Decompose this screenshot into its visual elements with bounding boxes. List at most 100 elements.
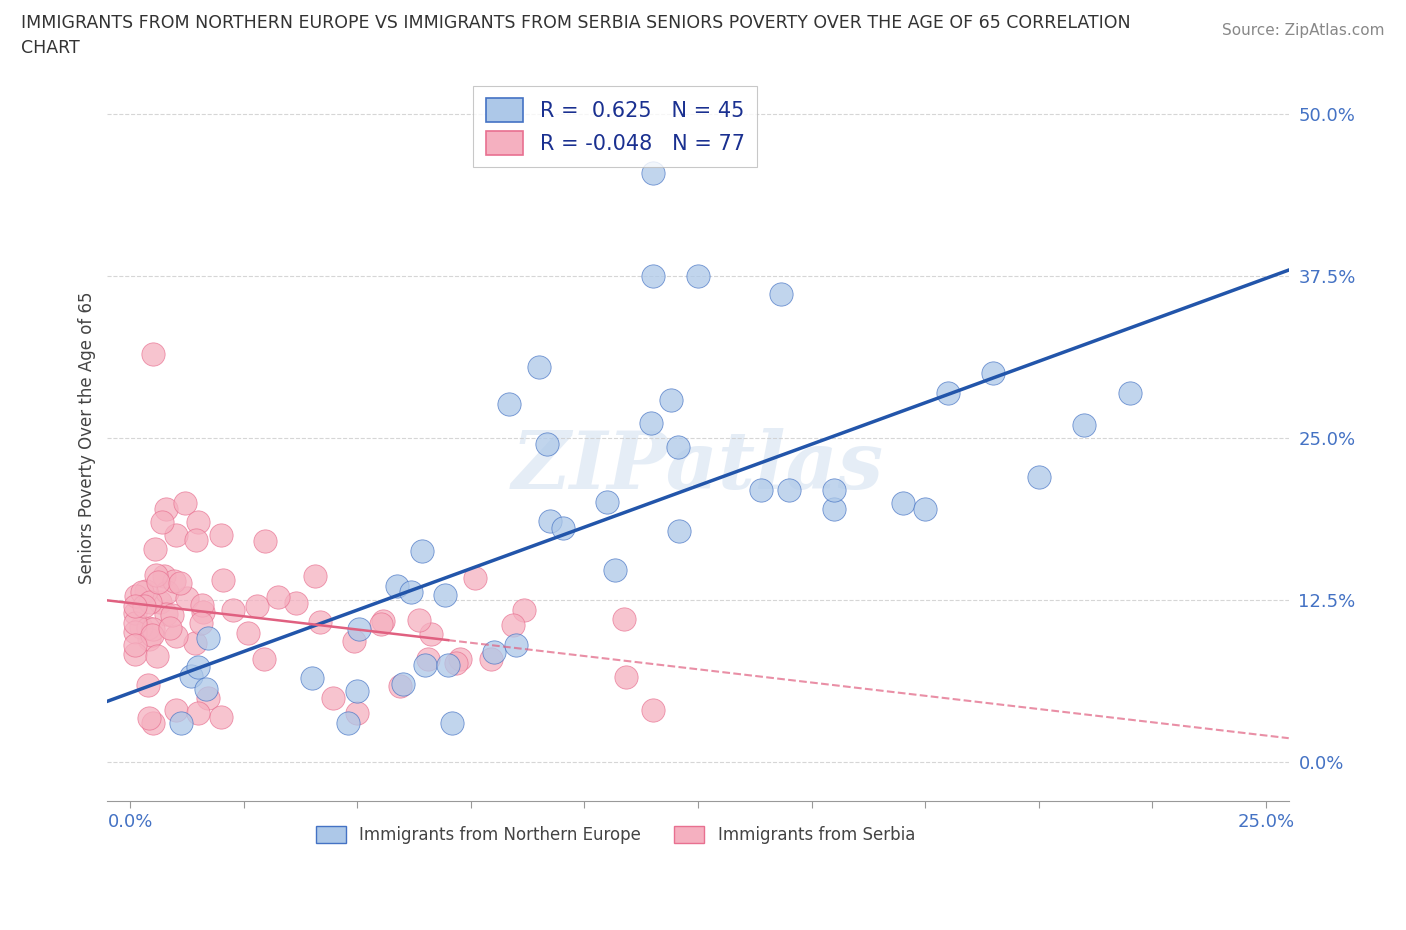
Point	[236, 626, 259, 641]
Point	[891, 496, 914, 511]
Point	[613, 611, 636, 626]
Point	[513, 603, 536, 618]
Point	[370, 617, 392, 631]
Point	[138, 711, 160, 725]
Point	[197, 690, 219, 705]
Point	[124, 605, 146, 620]
Point	[479, 652, 502, 667]
Point	[464, 571, 486, 586]
Point	[209, 710, 232, 724]
Point	[173, 496, 195, 511]
Point	[391, 677, 413, 692]
Point	[160, 607, 183, 622]
Point	[641, 703, 664, 718]
Point	[411, 543, 433, 558]
Point	[538, 513, 561, 528]
Point	[640, 416, 662, 431]
Point	[212, 572, 235, 587]
Point	[641, 269, 664, 284]
Point	[197, 631, 219, 645]
Point	[482, 644, 505, 659]
Point	[823, 483, 845, 498]
Point	[165, 703, 187, 718]
Point	[420, 627, 443, 642]
Point	[551, 521, 574, 536]
Point	[143, 541, 166, 556]
Point	[176, 591, 198, 605]
Point	[124, 646, 146, 661]
Point	[124, 599, 146, 614]
Point	[267, 590, 290, 604]
Point	[135, 584, 157, 599]
Legend: Immigrants from Northern Europe, Immigrants from Serbia: Immigrants from Northern Europe, Immigra…	[309, 819, 922, 851]
Point	[152, 569, 174, 584]
Point	[193, 604, 215, 619]
Point	[823, 502, 845, 517]
Point	[138, 631, 160, 646]
Point	[180, 669, 202, 684]
Point	[134, 599, 156, 614]
Point	[284, 595, 307, 610]
Point	[209, 528, 232, 543]
Point	[614, 670, 637, 684]
Point	[433, 588, 456, 603]
Point	[246, 598, 269, 613]
Point	[304, 568, 326, 583]
Point	[666, 440, 689, 455]
Point	[149, 594, 172, 609]
Text: CHART: CHART	[21, 39, 80, 57]
Point	[343, 633, 366, 648]
Point	[142, 347, 165, 362]
Point	[165, 528, 187, 543]
Text: Source: ZipAtlas.com: Source: ZipAtlas.com	[1222, 23, 1385, 38]
Point	[408, 613, 430, 628]
Point	[527, 360, 550, 375]
Point	[191, 597, 214, 612]
Point	[322, 690, 344, 705]
Text: IMMIGRANTS FROM NORTHERN EUROPE VS IMMIGRANTS FROM SERBIA SENIORS POVERTY OVER T: IMMIGRANTS FROM NORTHERN EUROPE VS IMMIG…	[21, 14, 1130, 32]
Point	[347, 621, 370, 636]
Point	[301, 671, 323, 685]
Point	[125, 589, 148, 604]
Point	[1119, 385, 1142, 400]
Point	[440, 716, 463, 731]
Point	[254, 533, 277, 548]
Point	[146, 575, 169, 590]
Point	[156, 585, 179, 600]
Point	[309, 615, 332, 630]
Point	[155, 502, 177, 517]
Point	[170, 716, 193, 731]
Point	[146, 648, 169, 663]
Point	[253, 652, 276, 667]
Point	[145, 567, 167, 582]
Point	[449, 651, 471, 666]
Point	[502, 618, 524, 632]
Text: ZIPatlas: ZIPatlas	[512, 429, 884, 506]
Point	[936, 385, 959, 400]
Point	[165, 629, 187, 644]
Point	[983, 366, 1005, 381]
Point	[778, 483, 800, 498]
Point	[141, 628, 163, 643]
Point	[187, 659, 209, 674]
Point	[371, 614, 394, 629]
Point	[136, 620, 159, 635]
Point	[346, 706, 368, 721]
Y-axis label: Seniors Poverty Over the Age of 65: Seniors Poverty Over the Age of 65	[79, 292, 96, 584]
Point	[124, 616, 146, 631]
Point	[605, 563, 627, 578]
Point	[142, 622, 165, 637]
Point	[641, 166, 664, 180]
Point	[222, 603, 245, 618]
Point	[389, 679, 412, 694]
Point	[142, 715, 165, 730]
Point	[444, 656, 467, 671]
Point	[124, 637, 146, 652]
Point	[536, 436, 558, 451]
Point	[131, 584, 153, 599]
Point	[184, 532, 207, 547]
Point	[596, 495, 619, 510]
Point	[1028, 470, 1050, 485]
Point	[346, 684, 368, 698]
Point	[498, 397, 520, 412]
